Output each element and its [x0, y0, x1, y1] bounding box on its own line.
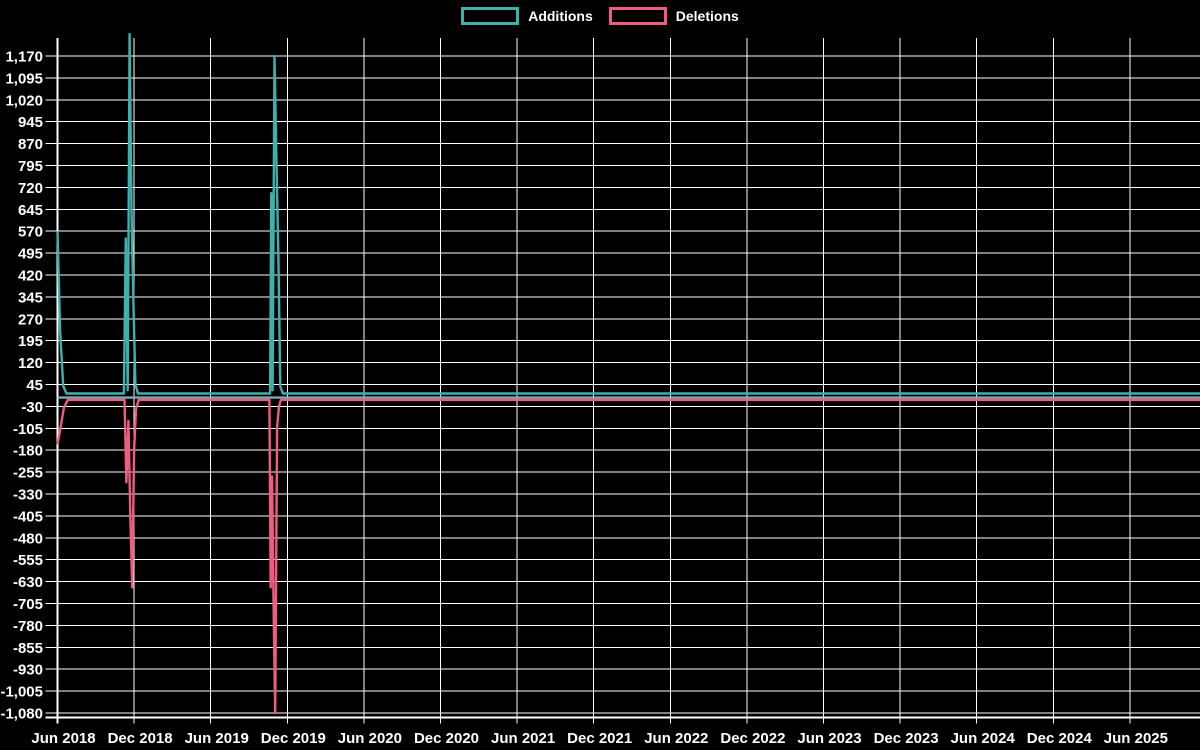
deletions-swatch-icon [608, 7, 667, 25]
y-tick-label: 720 [18, 180, 43, 197]
y-tick-label: -855 [13, 640, 43, 657]
x-tick-label: Dec 2018 [108, 730, 173, 747]
y-tick-label: -180 [13, 443, 43, 460]
y-tick-label: -1,080 [0, 705, 43, 722]
y-tick-label: 1,095 [5, 70, 43, 87]
chart-legend: Additions Deletions [0, 7, 1200, 25]
x-tick-label: Jun 2023 [797, 730, 861, 747]
y-tick-label: 195 [18, 333, 43, 350]
y-tick-label: 870 [18, 136, 43, 153]
y-tick-label: -30 [21, 399, 43, 416]
x-tick-label: Jun 2018 [31, 730, 95, 747]
y-tick-label: 495 [18, 246, 43, 263]
axes [45, 38, 1200, 724]
y-tick-label: -705 [13, 596, 43, 613]
y-tick-label: -480 [13, 530, 43, 547]
y-tick-label: 345 [18, 289, 43, 306]
y-tick-label: -630 [13, 574, 43, 591]
x-tick-label: Jun 2020 [338, 730, 402, 747]
additions-line [56, 33, 1200, 395]
x-tick-label: Dec 2022 [720, 730, 785, 747]
y-axis-labels: 1,170 1,095 1,020 945 870 795 720 645 570 495 420 3… [0, 48, 43, 722]
y-tick-label: -405 [13, 508, 43, 525]
x-tick-label: Dec 2023 [874, 730, 939, 747]
x-tick-label: Jun 2022 [644, 730, 708, 747]
x-tick-label: Dec 2020 [414, 730, 479, 747]
legend-label-deletions: Deletions [675, 8, 739, 24]
deletions-line [56, 398, 1200, 715]
y-tick-label: 120 [18, 355, 43, 372]
y-tick-label: -105 [13, 421, 43, 438]
y-tick-label: -555 [13, 552, 43, 569]
y-tick-label: 420 [18, 267, 43, 284]
y-tick-label: -330 [13, 486, 43, 503]
series-group [56, 33, 1200, 715]
y-tick-label: 945 [18, 114, 43, 131]
additions-swatch-icon [461, 7, 520, 25]
y-tick-label: 795 [18, 158, 43, 175]
x-tick-label: Jun 2021 [491, 730, 555, 747]
x-tick-label: Jun 2019 [185, 730, 249, 747]
y-tick-label: -930 [13, 662, 43, 679]
y-tick-label: 1,020 [5, 92, 43, 109]
x-tick-label: Dec 2024 [1027, 730, 1093, 747]
y-tick-label: 45 [26, 377, 43, 394]
legend-item-additions[interactable]: Additions [461, 7, 593, 25]
y-tick-label: 1,170 [5, 48, 43, 65]
gridlines [45, 38, 1200, 724]
y-tick-label: 270 [18, 311, 43, 328]
legend-item-deletions[interactable]: Deletions [608, 7, 739, 25]
x-tick-label: Dec 2021 [567, 730, 632, 747]
y-tick-label: -255 [13, 465, 43, 482]
x-tick-label: Jun 2025 [1104, 730, 1168, 747]
y-tick-label: -1,005 [0, 684, 43, 701]
y-tick-label: -780 [13, 618, 43, 635]
y-tick-label: 645 [18, 202, 43, 219]
x-tick-label: Dec 2019 [261, 730, 326, 747]
x-axis-labels: Jun 2018 Dec 2018 Jun 2019 Dec 2019 Jun 2020… [31, 730, 1168, 747]
legend-label-additions: Additions [528, 8, 593, 24]
x-tick-label: Jun 2024 [951, 730, 1016, 747]
y-tick-label: 570 [18, 224, 43, 241]
